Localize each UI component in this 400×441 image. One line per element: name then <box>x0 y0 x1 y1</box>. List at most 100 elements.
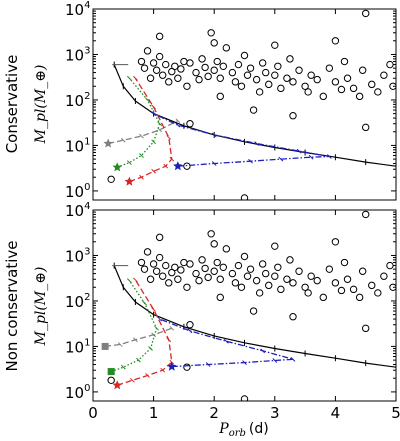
top-y-tick-label: 102 <box>65 91 90 110</box>
bottom-planet-point <box>213 258 221 267</box>
top-planet-point <box>243 71 252 79</box>
bottom-planet-point <box>198 256 206 264</box>
bottom-x-tick-label: 0 <box>88 404 98 422</box>
top-planet-point <box>355 92 364 101</box>
bottom-planet-point <box>237 283 246 291</box>
bottom-track-marker <box>120 364 126 370</box>
bottom-planet-point <box>386 261 394 270</box>
top-planet-point <box>177 65 185 73</box>
bottom-track-start-square <box>107 368 115 376</box>
top-planet-point <box>198 55 206 63</box>
bottom-evolution-track <box>159 318 294 368</box>
top-planet-point <box>186 120 194 128</box>
bottom-planet-point <box>177 266 185 274</box>
top-y-tick-label-base: 10 <box>65 1 84 19</box>
bottom-planet-point <box>362 210 370 219</box>
bottom-planet-point <box>231 279 240 287</box>
bottom-y-tick-label-exp: 1 <box>84 337 90 348</box>
top-evolution-track <box>153 113 330 167</box>
top-planet-point <box>183 82 191 90</box>
top-planet-point <box>240 194 249 200</box>
top-planet-point <box>195 75 203 84</box>
top-planet-point <box>234 60 243 69</box>
bottom-x-tick-label: 4 <box>331 404 341 422</box>
top-planet-point <box>362 123 370 132</box>
bottom-track-marker <box>127 278 132 283</box>
top-planet-point <box>246 64 255 72</box>
top-track-start-star <box>103 138 113 148</box>
top-planet-point <box>295 66 303 74</box>
top-planet-point <box>386 60 394 69</box>
bottom-y-tick-label-base: 10 <box>65 293 84 311</box>
top-plot-area <box>103 9 396 200</box>
bottom-track-start-star <box>112 380 122 390</box>
top-planet-point <box>283 74 291 82</box>
top-track-marker <box>151 104 156 110</box>
bottom-planet-point <box>295 267 303 275</box>
top-track-marker <box>127 75 132 81</box>
bottom-planet-point <box>216 275 224 283</box>
top-planet-point <box>186 59 194 67</box>
top-planet-point <box>174 74 182 82</box>
bottom-planet-point <box>183 363 191 371</box>
bottom-planet-point <box>171 263 179 271</box>
top-planet-point <box>286 55 294 63</box>
bottom-planet-point <box>195 276 203 285</box>
x-axis-label-sub: orb <box>229 428 246 439</box>
bottom-planet-point <box>368 281 376 290</box>
bottom-planet-point <box>207 230 215 238</box>
top-planet-point <box>380 71 388 79</box>
bottom-planet-point <box>158 272 167 280</box>
bottom-y-axis-label: M_pl(M_⊕) <box>33 267 49 347</box>
top-row-label: Conservative <box>3 55 21 154</box>
top-y-tick-label-base: 10 <box>65 183 84 201</box>
top-planet-point <box>340 57 349 66</box>
bottom-y-tick-label-base: 10 <box>65 338 84 356</box>
bottom-planet-point <box>162 261 170 270</box>
bottom-planet-point <box>140 265 149 273</box>
top-planet-point <box>140 64 149 72</box>
top-track-marker <box>163 163 169 169</box>
bottom-track-marker <box>130 377 135 383</box>
bottom-planet-point <box>168 268 176 277</box>
top-planet-point <box>331 37 340 45</box>
bottom-planet-point <box>240 252 249 261</box>
bottom-planet-point <box>155 233 164 242</box>
top-planet-point <box>146 74 155 82</box>
bottom-planet-point <box>265 281 273 290</box>
bottom-planet-point <box>301 283 309 291</box>
bottom-plot-frame <box>92 209 397 402</box>
top-planet-point <box>301 82 309 90</box>
top-track-marker <box>120 137 126 143</box>
top-planet-point <box>337 85 346 94</box>
top-planet-point <box>204 72 212 81</box>
bottom-planet-point <box>249 307 258 315</box>
bottom-evolution-track <box>110 280 158 373</box>
bottom-track-marker <box>142 300 147 306</box>
bottom-planet-point <box>289 313 297 321</box>
bottom-x-tick-label: 2 <box>209 404 219 422</box>
top-y-tick-label: 103 <box>65 45 90 64</box>
top-y-tick-label-base: 10 <box>65 137 84 155</box>
top-planet-point <box>331 78 340 86</box>
top-planet-point <box>249 106 258 114</box>
bottom-planet-point <box>210 267 218 275</box>
top-y-tick-label: 101 <box>65 136 90 155</box>
top-track-marker <box>175 122 181 128</box>
top-planet-point <box>231 78 240 86</box>
bottom-track-marker <box>154 325 159 331</box>
bottom-x-tick-label: 1 <box>149 404 159 422</box>
top-y-tick-label-exp: 4 <box>84 0 90 11</box>
top-evolution-track <box>108 120 179 145</box>
bottom-x-tick-label: 3 <box>270 404 280 422</box>
bottom-planet-point <box>304 289 312 297</box>
bottom-planet-point <box>165 279 173 287</box>
top-planet-point <box>222 44 231 52</box>
top-planet-point <box>171 62 179 70</box>
top-planet-point <box>289 78 297 86</box>
bottom-planet-point <box>283 275 291 283</box>
top-track-marker <box>157 127 163 133</box>
bottom-planet-point <box>358 267 367 275</box>
top-planet-point <box>213 57 221 66</box>
top-planet-point <box>207 29 215 37</box>
